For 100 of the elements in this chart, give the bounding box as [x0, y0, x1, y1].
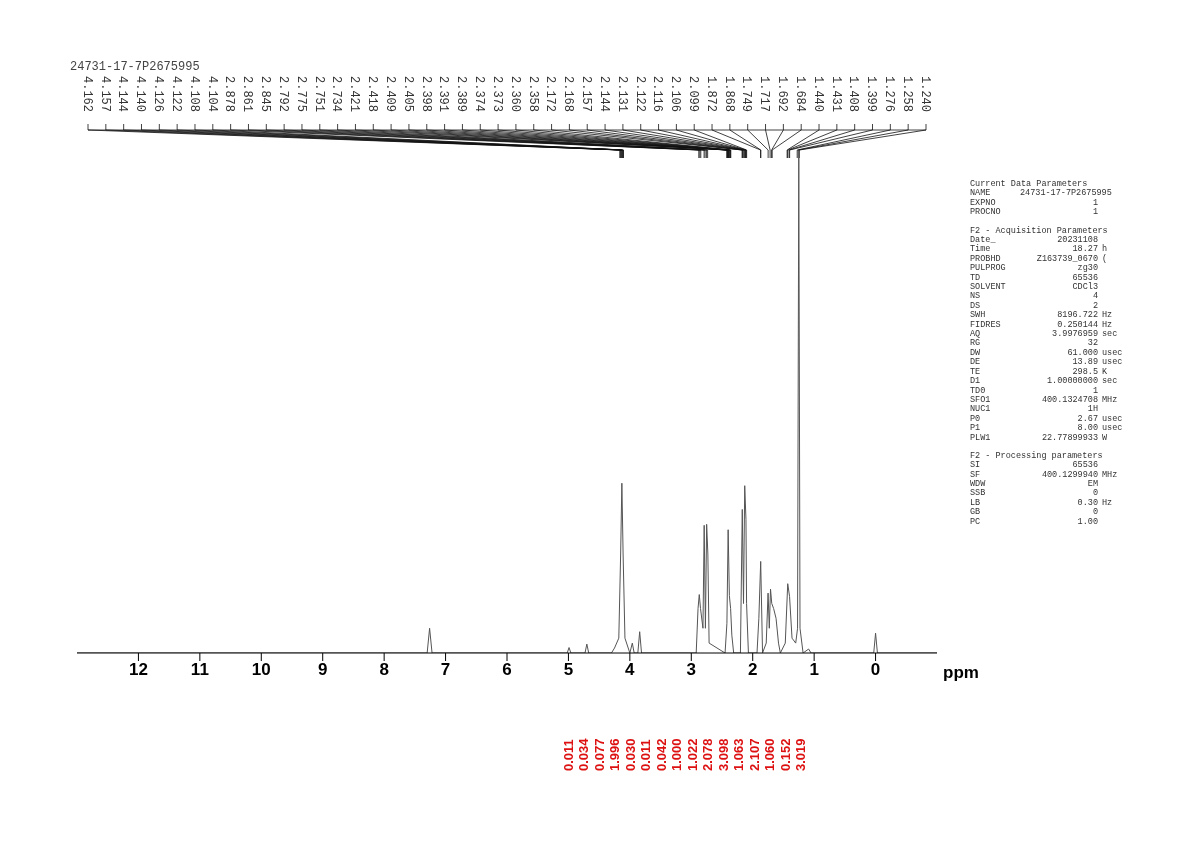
annotation: 1.872	[703, 76, 718, 113]
text: WDW EM	[970, 479, 1098, 489]
text: PROCNO 1	[970, 207, 1098, 218]
annotation: 2.845	[258, 76, 273, 113]
text: NUC1 1H	[970, 404, 1098, 415]
text: RG 32	[970, 338, 1098, 349]
text: TD 65536	[970, 272, 1098, 283]
annotation: 4.144	[115, 76, 130, 113]
text: SI 65536	[970, 460, 1098, 471]
annotation: 2.405	[400, 76, 415, 113]
text: D1 1.00000000 sec	[970, 376, 1118, 387]
x-tick-label: 5	[563, 660, 574, 680]
annotation: 1.440	[810, 76, 825, 113]
annotation: 4.108	[186, 76, 201, 113]
annotation: 4.122	[168, 76, 183, 113]
text: Current Data Parameters	[970, 179, 1089, 189]
text: 0.152	[777, 738, 793, 771]
annotation: 4.162	[79, 76, 94, 113]
x-tick-label: 7	[440, 660, 451, 680]
text: PC 1.00	[970, 516, 1098, 527]
x-tick-label: 9	[317, 660, 328, 680]
annotation: 1.240	[917, 76, 932, 113]
annotation: 2.131	[614, 76, 629, 113]
annotation: 2.373	[489, 76, 504, 113]
annotation: 2.358	[525, 76, 540, 113]
text: LB 0.30 Hz	[970, 497, 1113, 508]
x-tick-label: 12	[128, 660, 148, 680]
x-tick-label: 1	[809, 660, 819, 680]
text: DW 61.000 usec	[970, 347, 1123, 358]
annotation: 2.421	[347, 76, 362, 113]
text: 0.077	[591, 738, 607, 771]
x-tick-label: 8	[379, 660, 389, 680]
text: SSB 0	[970, 488, 1098, 499]
text: PROBHD Z163739_0670 (	[970, 253, 1108, 264]
text: 2.078	[700, 738, 716, 771]
text: SOLVENT CDCl3	[970, 282, 1098, 293]
x-tick-label: 3	[686, 660, 697, 680]
annotation: 1.276	[882, 76, 897, 113]
annotation: 2.157	[579, 76, 594, 113]
text: FIDRES 0.250144 Hz	[970, 319, 1113, 330]
x-tick-label: 0	[870, 660, 881, 680]
text: 0.034	[576, 737, 592, 771]
x-tick-label: 11	[190, 660, 209, 680]
text: SWH 8196.722 Hz	[970, 310, 1113, 321]
text: 1.000	[669, 738, 685, 771]
text: AQ 3.9976959 sec	[970, 329, 1118, 340]
text: 1.996	[607, 738, 623, 771]
text: 3.098	[715, 738, 731, 771]
annotation: 2.861	[240, 76, 255, 113]
annotation: 1.399	[864, 76, 879, 113]
text: SF 400.1299940 MHz	[970, 469, 1118, 480]
text: SFO1 400.1324708 MHz	[970, 394, 1118, 405]
annotation: 2.409	[382, 76, 397, 113]
annotation: 1.258	[899, 76, 914, 113]
text: 0.011	[638, 739, 654, 771]
text: EXPNO 1	[970, 197, 1098, 208]
text: PLW1 22.77899933 W	[970, 432, 1108, 443]
annotation: 2.168	[561, 76, 576, 113]
annotation: 2.775	[293, 76, 308, 113]
text: 0.030	[622, 738, 638, 771]
annotation: 1.684	[792, 76, 807, 113]
annotation: 2.122	[632, 76, 647, 113]
annotation: 1.749	[739, 76, 754, 113]
annotation: 1.717	[757, 76, 772, 113]
text: P0 2.67 usec	[970, 413, 1123, 424]
annotation: 1.431	[828, 76, 843, 113]
annotation: 2.398	[418, 76, 433, 113]
text: F2 - Acquisition Parameters	[970, 225, 1109, 236]
annotation: 2.172	[543, 76, 558, 113]
text: TD0 1	[970, 385, 1098, 396]
text: TE 298.5 K	[970, 366, 1108, 377]
annotation: 4.104	[204, 76, 219, 113]
text: 2.107	[746, 738, 762, 771]
annotation: 2.792	[275, 76, 290, 113]
annotation: 1.868	[721, 76, 736, 113]
text: F2 - Processing parameters	[970, 450, 1104, 461]
annotation: 2.099	[686, 76, 701, 113]
chart-title: 24731-17-7P2675995	[70, 60, 200, 74]
annotation: 2.391	[436, 76, 451, 113]
annotation: 2.360	[507, 76, 522, 113]
annotation: 1.408	[846, 76, 861, 113]
text: Date_ 20231108	[970, 235, 1098, 245]
annotation: 4.157	[97, 76, 112, 113]
x-axis-title: ppm	[943, 663, 979, 682]
annotation: 2.106	[668, 76, 683, 113]
annotation: 2.389	[454, 76, 469, 113]
annotation: 2.116	[650, 76, 665, 113]
text: NAME 24731-17-7P2675995	[970, 188, 1112, 199]
text: 1.063	[731, 738, 747, 771]
x-tick-label: 4	[625, 660, 636, 680]
text: 1.060	[762, 738, 778, 771]
annotation: 2.374	[472, 76, 487, 113]
annotation: 4.126	[151, 76, 166, 113]
annotation: 2.418	[365, 76, 380, 113]
text: DS 2	[970, 300, 1098, 311]
text: Time 18.27 h	[970, 244, 1108, 255]
text: 1.022	[684, 738, 700, 771]
text: 0.042	[653, 738, 669, 771]
annotation: 2.878	[222, 76, 237, 113]
annotation: 2.751	[311, 76, 326, 113]
